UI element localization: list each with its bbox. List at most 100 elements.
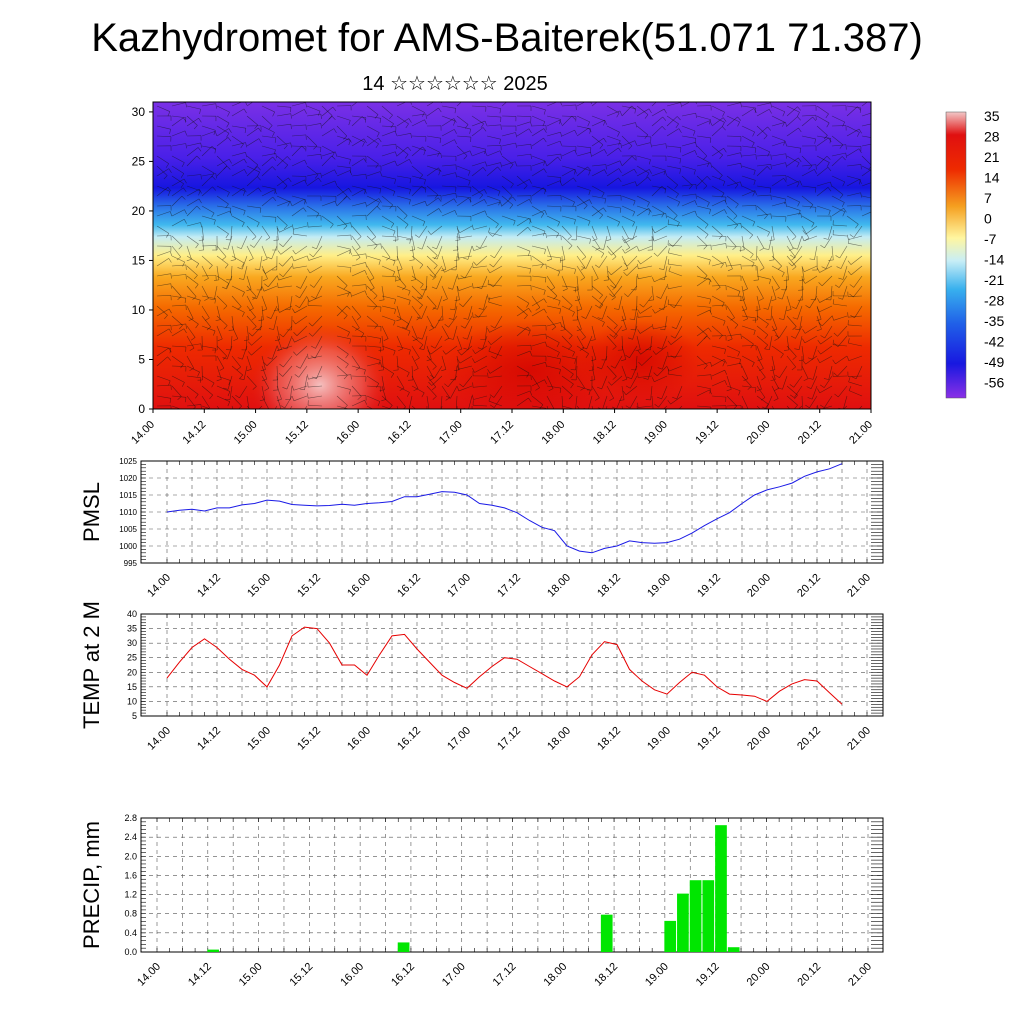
wind-barb-feather	[409, 178, 412, 184]
wind-barb	[664, 265, 668, 280]
wind-barb-feather	[484, 199, 487, 204]
wind-barb-feather	[272, 166, 276, 171]
wind-barb	[156, 105, 170, 112]
wind-barb-feather	[222, 286, 227, 290]
wind-barb	[216, 315, 228, 326]
wind-barb	[291, 207, 304, 217]
wind-barb-feather	[582, 417, 586, 420]
x-tick-label: 18.00	[539, 419, 567, 447]
wind-barb	[696, 385, 711, 390]
wind-barb	[411, 135, 426, 137]
wind-barb-feather	[413, 368, 419, 371]
x-tick-label: 15.00	[237, 961, 265, 989]
wind-barb	[381, 235, 396, 238]
x-tick-label: 18.12	[591, 419, 619, 447]
wind-barb-feather	[610, 285, 615, 289]
wind-barb-feather	[350, 292, 353, 298]
wind-barb-feather	[468, 180, 471, 186]
wind-barb-feather	[794, 348, 800, 350]
wind-barb	[411, 365, 414, 380]
wind-barb-feather	[527, 251, 531, 256]
wind-barb-feather	[285, 308, 290, 311]
wind-barb	[668, 365, 683, 372]
wind-barb-feather	[477, 347, 483, 350]
wind-barb	[351, 305, 362, 317]
wind-barb	[756, 205, 768, 216]
wind-barb	[489, 365, 503, 374]
wind-barb-feather	[482, 127, 487, 132]
wind-barb-feather	[408, 349, 411, 355]
wind-barb	[293, 225, 308, 230]
wind-barb	[231, 152, 246, 157]
wind-barb-feather	[249, 244, 255, 248]
wind-barb-feather	[292, 229, 295, 235]
wind-barb-feather	[262, 278, 268, 282]
wind-barb-feather	[264, 283, 269, 288]
wind-barb-feather	[513, 220, 516, 226]
wind-barb	[741, 204, 756, 207]
wind-barb	[654, 225, 668, 234]
wind-barb-feather	[694, 210, 698, 216]
wind-barb	[696, 225, 709, 235]
wind-barb-feather	[749, 234, 753, 239]
wind-barb-feather	[792, 356, 797, 360]
wind-barb-feather	[737, 351, 740, 357]
wind-barb-feather	[283, 185, 288, 190]
wind-barb	[831, 205, 845, 213]
wind-barb	[336, 335, 351, 340]
wind-barb	[843, 395, 848, 409]
wind-barb-feather	[460, 325, 466, 329]
wind-barb-feather	[709, 298, 711, 304]
wind-barb-feather	[637, 372, 639, 378]
wind-barb-feather	[856, 132, 860, 137]
wind-barb	[366, 125, 380, 133]
wind-barb	[321, 215, 334, 225]
wind-barb	[461, 345, 473, 356]
wind-barb-feather	[791, 335, 796, 339]
wind-barb-feather	[167, 191, 171, 196]
wind-barb-feather	[262, 269, 266, 274]
wind-barb	[482, 335, 488, 350]
wind-barb-feather	[737, 291, 741, 296]
wind-barb-feather	[628, 237, 633, 240]
wind-barb-feather	[544, 210, 548, 215]
wind-barb-feather	[230, 259, 236, 262]
wind-barb	[246, 305, 256, 318]
wind-barb	[621, 335, 624, 350]
wind-barb	[801, 365, 809, 379]
wind-barb-feather	[515, 132, 518, 138]
wind-barb	[674, 325, 683, 339]
wind-barb-feather	[454, 259, 460, 261]
wind-barb	[441, 210, 455, 217]
wind-barb	[531, 362, 546, 367]
wind-barb	[156, 295, 171, 297]
wind-barb-feather	[526, 372, 530, 378]
wind-barb-feather	[378, 369, 384, 371]
wind-barb	[336, 355, 349, 365]
x-tick-label: 17.00	[445, 572, 473, 600]
wind-barb	[546, 375, 554, 389]
wind-barb-feather	[381, 399, 387, 402]
wind-barb-feather	[472, 262, 474, 268]
wind-barb-feather	[380, 362, 383, 368]
wind-barb	[291, 134, 306, 137]
wind-barb-feather	[393, 230, 396, 236]
wind-barb	[651, 225, 654, 240]
wind-barb-feather	[808, 377, 814, 380]
wind-barb-feather	[310, 355, 316, 359]
wind-barb	[771, 153, 786, 157]
wind-barb	[711, 315, 726, 322]
wind-barb-feather	[693, 169, 696, 175]
wind-barb-feather	[343, 195, 348, 200]
y-tick-label: 20	[127, 667, 137, 677]
wind-barb-feather	[708, 279, 711, 285]
wind-barb-feather	[599, 304, 604, 309]
wind-barb-feather	[709, 309, 713, 315]
wind-barb-feather	[626, 376, 632, 380]
wind-barb-feather	[279, 243, 284, 247]
wind-barb	[606, 105, 620, 114]
wind-barb-feather	[680, 147, 682, 153]
wind-barb-feather	[165, 163, 169, 168]
wind-barb	[576, 166, 588, 177]
wind-barb-feather	[244, 410, 249, 411]
